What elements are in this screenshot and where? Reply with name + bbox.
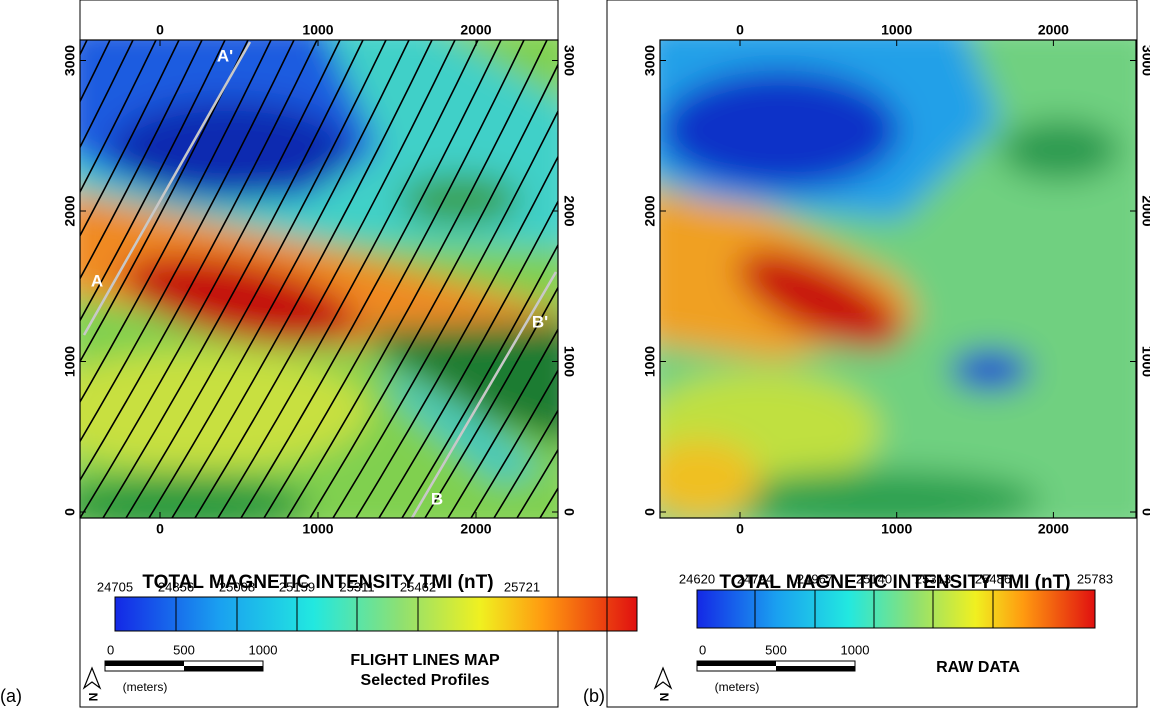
color-bar-label: 24705: [97, 579, 133, 594]
y-tick-label: 3000: [62, 45, 78, 76]
scale-bar-label: 0: [107, 642, 114, 657]
x-tick-label: 0: [736, 22, 744, 38]
x-tick-label: 0: [156, 22, 164, 38]
x-tick-label: 0: [156, 521, 164, 537]
y-tick-label: 2000: [561, 195, 577, 226]
profile-label: A': [217, 46, 233, 65]
heat-map-field: [640, 20, 1150, 540]
anomaly: [720, 470, 1040, 530]
panel-label: (b): [583, 686, 605, 706]
y-tick-label: 2000: [62, 195, 78, 226]
color-bar-label: 24620: [679, 571, 715, 586]
y-tick-label: 3000: [1139, 45, 1150, 76]
scale-bar-label: 500: [173, 642, 195, 657]
y-tick-label: 1000: [62, 346, 78, 377]
x-tick-label: 1000: [302, 521, 333, 537]
x-tick-label: 2000: [1038, 521, 1069, 537]
scale-bar-label: 0: [699, 642, 706, 657]
color-bar-label: 25313: [915, 571, 951, 586]
flight-line: [0, 40, 64, 518]
panel-caption: FLIGHT LINES MAP: [350, 652, 500, 669]
anomaly: [640, 440, 760, 520]
x-tick-label: 2000: [1038, 22, 1069, 38]
x-tick-label: 1000: [881, 22, 912, 38]
color-bar-label: 24856: [158, 579, 194, 594]
anomaly: [950, 350, 1030, 390]
color-bar-label: 25462: [400, 579, 436, 594]
y-tick-label: 1000: [1139, 346, 1150, 377]
color-bar-label: 25721: [504, 579, 540, 594]
color-bar-label: 24967: [797, 571, 833, 586]
color-bar-label: 25140: [856, 571, 892, 586]
profile-label: B: [431, 489, 443, 508]
scale-bar-unit: (meters): [715, 680, 760, 694]
north-arrow: [655, 668, 671, 688]
y-tick-label: 0: [561, 508, 577, 516]
x-tick-label: 1000: [881, 521, 912, 537]
north-label: N: [657, 693, 671, 702]
scale-bar-label: 1000: [249, 642, 278, 657]
color-bar-label: 25311: [339, 579, 374, 594]
x-tick-label: 0: [736, 521, 744, 537]
y-tick-label: 0: [1139, 508, 1150, 516]
north-arrow: [84, 668, 100, 688]
scale-bar-segment: [776, 666, 855, 671]
anomaly: [1000, 120, 1120, 180]
profile-label: B': [532, 312, 548, 331]
map-title: TOTAL MAGNETIC INTENSITY TMI (nT): [142, 572, 493, 593]
north-label: N: [86, 693, 100, 702]
y-tick-label: 2000: [1139, 195, 1150, 226]
color-bar: [115, 597, 637, 631]
scale-bar-label: 500: [765, 642, 787, 657]
panel-caption: RAW DATA: [936, 659, 1020, 676]
panel-label: (a): [0, 686, 22, 706]
x-tick-label: 2000: [460, 22, 491, 38]
heat-map-field: [30, 20, 580, 540]
anomaly: [660, 70, 900, 190]
scale-bar-segment: [105, 661, 184, 666]
figure: 0 0 1000 1000 2000 2000 0 0 1000 1000 2000 2000 3000…: [0, 0, 1150, 709]
flight-line: [0, 40, 87, 518]
heat-map: [640, 20, 1150, 540]
color-bar-label: 24794: [737, 571, 773, 586]
anomaly: [400, 175, 520, 225]
y-tick-label: 0: [62, 508, 78, 516]
profile-label: A: [91, 271, 103, 290]
scale-bar-segment: [697, 661, 776, 666]
scale-bar-segment: [184, 666, 263, 671]
scale-bar-label: 1000: [841, 642, 870, 657]
color-bar-label: 25008: [219, 579, 255, 594]
color-bar: [697, 590, 1095, 628]
x-tick-label: 2000: [460, 521, 491, 537]
y-tick-label: 2000: [642, 195, 658, 226]
color-bar-label: 25486: [975, 571, 1011, 586]
y-tick-label: 0: [642, 508, 658, 516]
color-bar-label: 25159: [279, 579, 315, 594]
panel-caption: Selected Profiles: [361, 672, 490, 689]
y-tick-label: 3000: [642, 45, 658, 76]
anomaly: [30, 350, 370, 470]
color-bar-label: 25783: [1077, 571, 1113, 586]
scale-bar-unit: (meters): [123, 680, 168, 694]
y-tick-label: 1000: [561, 346, 577, 377]
y-tick-label: 1000: [642, 346, 658, 377]
y-tick-label: 3000: [561, 45, 577, 76]
x-tick-label: 1000: [302, 22, 333, 38]
